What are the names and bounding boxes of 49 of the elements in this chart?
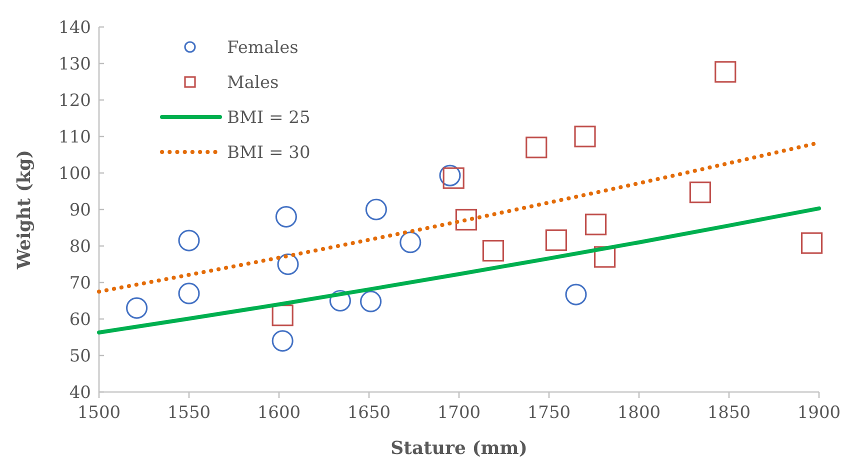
legend-label: BMI = 25 [227, 108, 310, 128]
y-tick-label: 40 [69, 382, 91, 403]
point [275, 206, 297, 228]
point [689, 182, 711, 204]
point [400, 232, 422, 254]
x-tick-label: 1900 [797, 403, 841, 423]
legend-label: Females [227, 38, 298, 58]
x-tick-label: 1500 [77, 403, 121, 423]
point [801, 232, 823, 254]
point [272, 330, 294, 352]
legend-label: BMI = 30 [227, 142, 310, 163]
x-tick-label: 1600 [257, 403, 301, 423]
point [545, 229, 567, 251]
x-tick-label: 1850 [707, 403, 751, 423]
x-tick-label: 1650 [347, 403, 391, 423]
point [585, 214, 607, 236]
point [126, 297, 148, 319]
y-tick-label: 100 [58, 164, 91, 184]
point [482, 240, 504, 262]
point [442, 167, 464, 189]
y-tick-label: 130 [58, 54, 91, 74]
x-tick-label: 1750 [527, 403, 571, 423]
y-tick-label: 120 [58, 90, 91, 111]
y-tick-label: 70 [69, 273, 91, 294]
x-tick-label: 1550 [167, 403, 211, 423]
y-tick-label: 60 [69, 310, 91, 330]
y-tick-label: 50 [69, 346, 91, 366]
point [178, 282, 200, 304]
x-axis-title: Stature (mm) [390, 438, 528, 459]
point [365, 198, 387, 220]
point [455, 208, 477, 231]
point [439, 164, 461, 186]
y-tick-label: 140 [58, 18, 91, 38]
point [360, 290, 382, 312]
y-tick-label: 110 [58, 127, 91, 148]
legend-label: Males [227, 72, 279, 93]
y-axis-title: Weight (kg) [14, 150, 35, 270]
x-tick-label: 1700 [437, 403, 481, 423]
y-tick-label: 90 [69, 200, 91, 220]
point [178, 230, 200, 252]
point [714, 61, 736, 83]
line-series [97, 206, 821, 335]
x-tick-label: 1800 [617, 403, 661, 423]
y-tick-label: 80 [69, 236, 91, 257]
point [574, 126, 596, 148]
point [565, 284, 587, 306]
point [526, 136, 548, 158]
point [329, 290, 351, 312]
point [277, 253, 299, 276]
